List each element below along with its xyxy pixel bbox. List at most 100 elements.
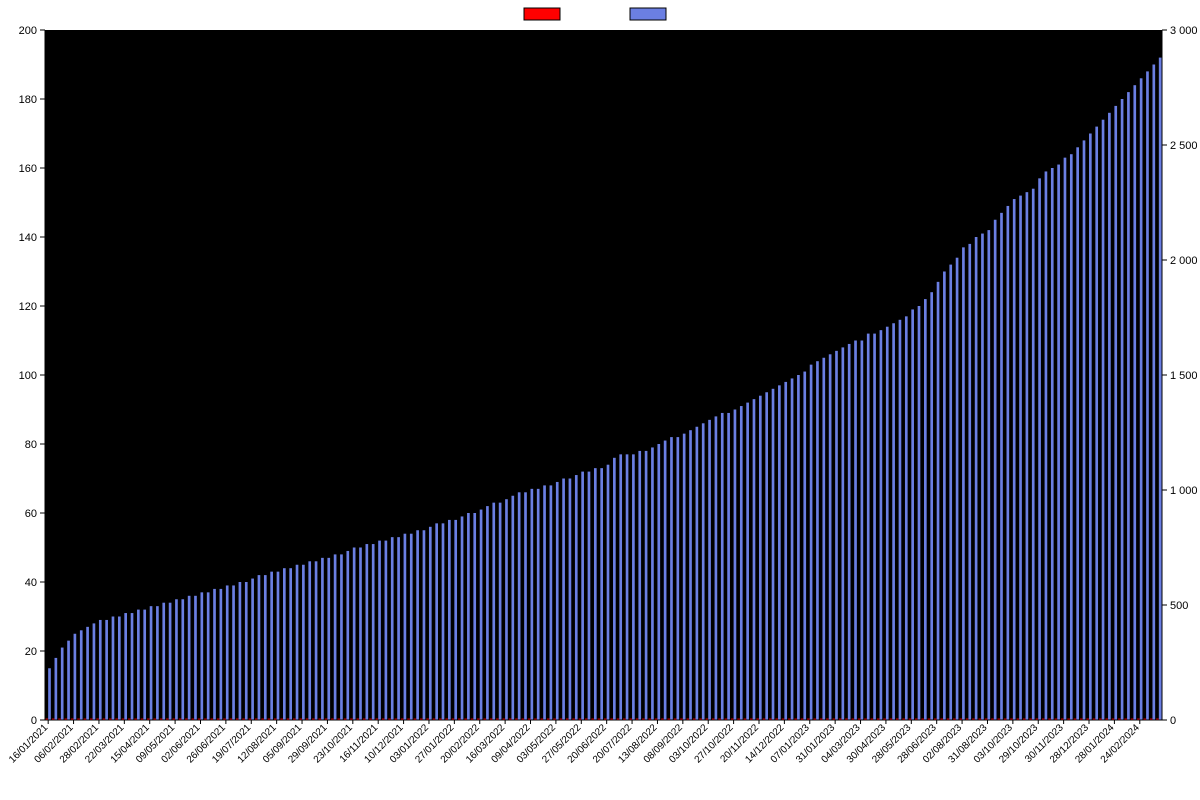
bar-blue — [258, 575, 261, 720]
bar-blue — [778, 385, 781, 720]
bar-blue — [772, 389, 775, 720]
bar-blue — [569, 479, 572, 721]
bar-blue — [1140, 78, 1143, 720]
bar-blue — [499, 503, 502, 720]
bar-blue — [657, 444, 660, 720]
bar-blue — [803, 372, 806, 720]
bar-blue — [740, 406, 743, 720]
y-right-tick-label: 500 — [1170, 600, 1188, 612]
bar-blue — [1007, 206, 1010, 720]
bar-blue — [124, 613, 127, 720]
bar-blue — [854, 341, 857, 721]
bar-blue — [822, 358, 825, 720]
bar-blue — [1095, 127, 1098, 720]
bar-blue — [1159, 58, 1162, 720]
bar-blue — [937, 282, 940, 720]
bar-blue — [1127, 92, 1130, 720]
bar-blue — [537, 489, 540, 720]
bar-blue — [270, 572, 273, 720]
bar-blue — [188, 596, 191, 720]
bar-blue — [1121, 99, 1124, 720]
bar-blue — [829, 354, 832, 720]
bar-blue — [467, 513, 470, 720]
bar-blue — [676, 437, 679, 720]
legend — [524, 8, 666, 20]
bar-blue — [867, 334, 870, 720]
bar-blue — [1114, 106, 1117, 720]
bar-blue — [759, 396, 762, 720]
bar-blue — [454, 520, 457, 720]
bar-blue — [911, 309, 914, 720]
bar-blue — [727, 413, 730, 720]
bar-blue — [930, 292, 933, 720]
bar-blue — [480, 510, 483, 720]
bar-blue — [169, 603, 172, 720]
bar-blue — [220, 589, 223, 720]
legend-swatch — [524, 8, 560, 20]
bar-blue — [1152, 65, 1155, 721]
bar-blue — [880, 330, 883, 720]
bar-blue — [588, 472, 591, 720]
bar-blue — [531, 489, 534, 720]
y-left-tick-label: 140 — [19, 232, 37, 244]
y-left-tick-label: 120 — [19, 301, 37, 313]
bar-blue — [1000, 213, 1003, 720]
bar-blue — [442, 523, 445, 720]
bar-blue — [632, 454, 635, 720]
bar-blue — [638, 451, 641, 720]
bar-blue — [689, 430, 692, 720]
bar-blue — [232, 585, 235, 720]
bar-blue — [575, 475, 578, 720]
bar-blue — [968, 244, 971, 720]
bar-blue — [556, 482, 559, 720]
bar-blue — [1146, 71, 1149, 720]
bar-blue — [86, 627, 89, 720]
bar-blue — [994, 220, 997, 720]
bar-blue — [816, 361, 819, 720]
bar-blue — [175, 599, 178, 720]
bar-blue — [924, 299, 927, 720]
bar-blue — [118, 617, 121, 721]
y-right-tick-label: 1 500 — [1170, 370, 1198, 382]
bar-blue — [226, 585, 229, 720]
bar-blue — [162, 603, 165, 720]
bar-blue — [765, 392, 768, 720]
bar-blue — [48, 668, 51, 720]
bar-blue — [137, 610, 140, 720]
y-left-tick-label: 0 — [31, 715, 37, 727]
bar-blue — [461, 516, 464, 720]
bar-blue — [289, 568, 292, 720]
dual-axis-bar-chart: 02040608010012014016018020005001 0001 50… — [0, 0, 1200, 800]
bar-blue — [315, 561, 318, 720]
bar-blue — [296, 565, 299, 720]
bar-blue — [143, 610, 146, 720]
bar-blue — [708, 420, 711, 720]
bar-blue — [80, 630, 83, 720]
bar-blue — [715, 416, 718, 720]
bar-blue — [74, 634, 77, 720]
bar-blue — [1108, 113, 1111, 720]
bar-blue — [943, 272, 946, 721]
bar-blue — [784, 382, 787, 720]
bar-blue — [67, 641, 70, 720]
bar-blue — [213, 589, 216, 720]
bar-blue — [1057, 165, 1060, 720]
bar-blue — [264, 575, 267, 720]
bar-blue — [321, 558, 324, 720]
bar-blue — [651, 447, 654, 720]
bar-blue — [613, 458, 616, 720]
bar-blue — [664, 441, 667, 720]
bar-blue — [55, 658, 58, 720]
y-right-tick-label: 3 000 — [1170, 25, 1198, 37]
bar-blue — [791, 378, 794, 720]
bar-blue — [1038, 178, 1041, 720]
bar-blue — [1026, 192, 1029, 720]
y-left-tick-label: 40 — [25, 577, 37, 589]
bar-blue — [987, 230, 990, 720]
bar-blue — [435, 523, 438, 720]
bar-blue — [1032, 189, 1035, 720]
bar-blue — [112, 617, 115, 721]
bar-blue — [1102, 120, 1105, 720]
bar-blue — [607, 465, 610, 720]
bar-blue — [410, 534, 413, 720]
